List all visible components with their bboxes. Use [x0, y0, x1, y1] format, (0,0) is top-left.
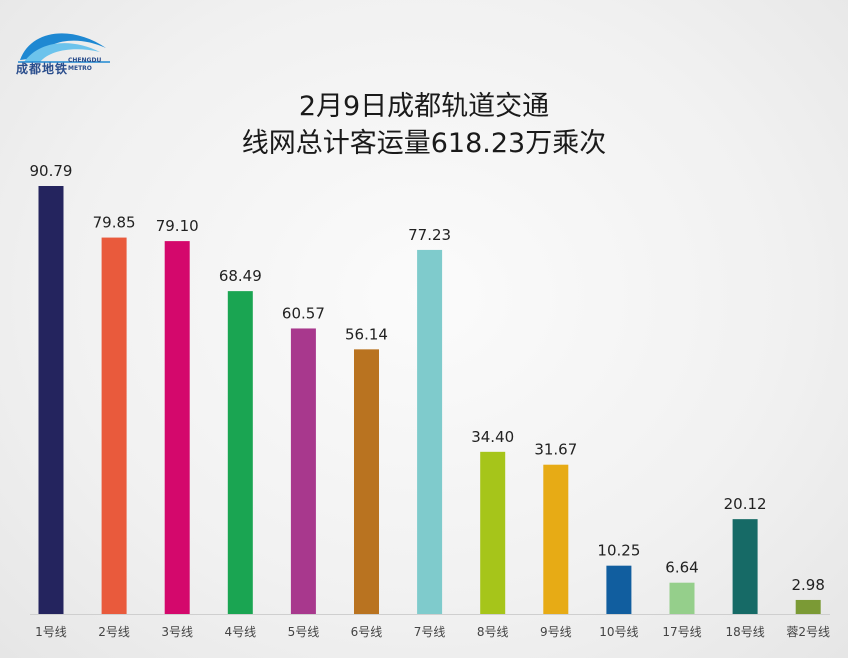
bar-10 [606, 565, 632, 614]
bar-11 [669, 582, 695, 614]
chart-title-line2: 线网总计客运量618.23万乘次 [241, 128, 607, 159]
bar-4 [227, 291, 253, 614]
data-label-3: 79.10 [156, 217, 199, 235]
x-tick-label-1: 1号线 [35, 625, 67, 639]
chengdu-metro-logo-icon [18, 33, 110, 63]
bar-9 [543, 464, 569, 614]
x-tick-label-8: 8号线 [477, 625, 509, 639]
data-label-13: 2.98 [791, 576, 824, 594]
x-tick-label-13: 蓉2号线 [786, 625, 830, 639]
logo-english-text: CHENGDU METRO [68, 57, 101, 73]
bar-2 [101, 237, 127, 615]
bar-13 [795, 599, 821, 614]
x-tick-label-12: 18号线 [725, 625, 764, 639]
bar-12 [732, 519, 758, 614]
x-tick-label-6: 6号线 [351, 625, 383, 639]
data-label-12: 20.12 [724, 495, 767, 513]
bar-8 [480, 451, 506, 614]
bar-7 [417, 249, 443, 614]
data-label-4: 68.49 [219, 267, 262, 285]
bar-3 [164, 241, 190, 615]
bar-1 [38, 186, 64, 614]
data-label-10: 10.25 [597, 542, 640, 560]
logo-chinese-text: 成都地铁 [16, 62, 69, 76]
x-tick-label-11: 17号线 [662, 625, 701, 639]
x-tick-label-4: 4号线 [224, 625, 256, 639]
data-label-11: 6.64 [665, 559, 698, 577]
x-tick-label-5: 5号线 [288, 625, 320, 639]
x-tick-label-3: 3号线 [161, 625, 193, 639]
x-tick-label-7: 7号线 [414, 625, 446, 639]
data-label-9: 31.67 [534, 441, 577, 459]
x-tick-label-2: 2号线 [98, 625, 130, 639]
logo-english-line1: CHENGDU [68, 57, 102, 64]
bar-5 [290, 328, 316, 614]
data-label-1: 90.79 [30, 162, 73, 180]
x-tick-label-10: 10号线 [599, 625, 638, 639]
data-label-8: 34.40 [471, 428, 514, 446]
data-label-6: 56.14 [345, 325, 388, 343]
x-tick-label-9: 9号线 [540, 625, 572, 639]
data-label-5: 60.57 [282, 304, 325, 322]
data-label-2: 79.85 [93, 214, 136, 232]
bar-6 [354, 349, 379, 614]
chart-title-line1: 2月9日成都轨道交通 [298, 91, 550, 122]
logo-english-line2: METRO [68, 65, 92, 72]
data-label-7: 77.23 [408, 226, 451, 244]
